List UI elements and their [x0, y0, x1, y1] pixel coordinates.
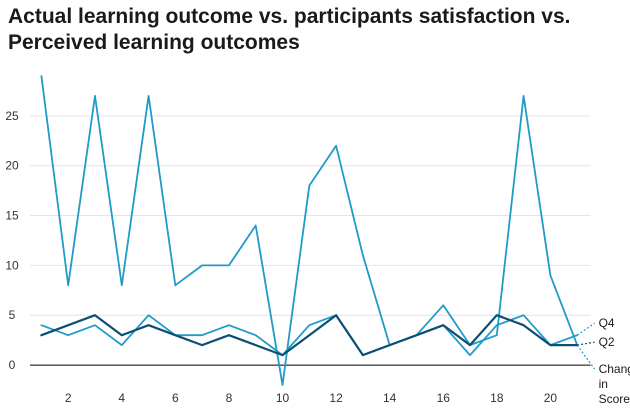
series-end-label: Q4: [599, 316, 615, 330]
x-axis-ticks: 2 4 6 8 10 12 14 16 18 20: [65, 391, 558, 405]
x-tick-label: 10: [276, 391, 290, 405]
x-tick-label: 18: [490, 391, 504, 405]
label-connectors: [576, 322, 596, 370]
series-line-q2: [40, 314, 579, 357]
y-tick-label: 25: [5, 109, 19, 123]
x-tick-label: 4: [118, 391, 125, 405]
y-tick-label: 10: [5, 258, 19, 272]
end-label-connector: [577, 341, 595, 346]
x-tick-label: 16: [437, 391, 451, 405]
x-tick-label: 8: [226, 391, 233, 405]
y-tick-label: 5: [9, 308, 16, 322]
x-tick-label: 14: [383, 391, 397, 405]
y-tick-label: 15: [5, 209, 19, 223]
x-tick-label: 2: [65, 391, 72, 405]
y-tick-label: 0: [9, 358, 16, 372]
x-tick-label: 20: [544, 391, 558, 405]
gridlines: [30, 115, 591, 316]
end-label-connector: [576, 322, 595, 336]
series-end-label: ChangeinScore: [599, 362, 630, 406]
series-line-change-in-score: [40, 75, 579, 386]
y-tick-label: 20: [5, 159, 19, 173]
series-end-labels: ChangeinScore Q4 Q2: [599, 316, 630, 406]
series-line-q4: [40, 314, 579, 357]
chart-title: Actual learning outcome vs. participants…: [8, 5, 571, 54]
end-label-connector: [576, 344, 596, 370]
series-end-label: Q2: [599, 335, 615, 349]
x-tick-label: 6: [172, 391, 179, 405]
x-tick-label: 12: [329, 391, 343, 405]
y-axis-ticks: 0 5 10 15 20 25: [5, 109, 19, 372]
series-lines: [40, 75, 579, 386]
